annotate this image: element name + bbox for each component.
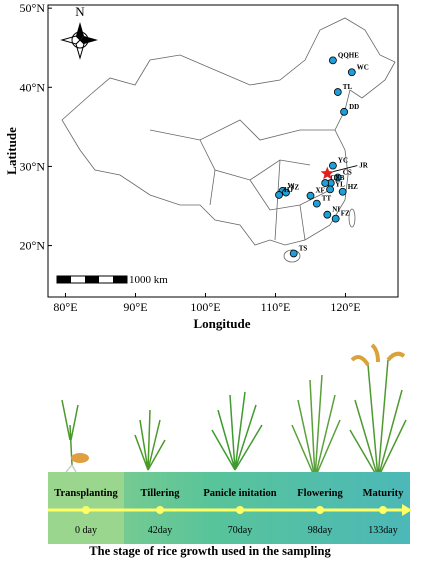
y-tick-label: 40°N: [20, 80, 46, 94]
station: [333, 88, 342, 96]
station: [333, 173, 342, 182]
arrow-head: [402, 504, 412, 516]
stage-name: Maturity: [363, 488, 405, 499]
station: [331, 214, 340, 223]
rice-plants: [61, 343, 407, 479]
scale-label: 1000 km: [129, 274, 168, 286]
x-tick-label: 100°E: [190, 300, 220, 314]
station: [321, 179, 330, 187]
station: [282, 188, 290, 197]
scale-bar: 1000 km: [56, 274, 168, 286]
y-tick-label: 50°N: [20, 1, 46, 15]
stage-name: Tillering: [141, 488, 181, 499]
x-tick-label: 80°E: [53, 300, 77, 314]
stage-name: Flowering: [297, 488, 343, 499]
y-axis-label: Latitude: [4, 127, 19, 175]
station: [347, 68, 356, 77]
station-label: WC: [357, 63, 369, 71]
stage-day: 98day: [308, 525, 332, 536]
star-pointer: [333, 165, 358, 172]
stage-dot: [156, 506, 164, 514]
station-label: SB: [336, 174, 345, 182]
station-label: TL: [343, 83, 353, 91]
station: [323, 210, 332, 219]
station: [326, 185, 335, 194]
station-label: YL: [335, 180, 345, 188]
stage-dot: [82, 506, 90, 514]
station: [275, 191, 283, 199]
stage-day: 70day: [228, 525, 252, 536]
x-tick-label: 120°E: [330, 300, 360, 314]
station-label: CS: [343, 169, 352, 177]
north-label: N: [75, 4, 85, 19]
station-label: HJ: [284, 186, 293, 194]
x-tick-label: 90°E: [123, 300, 147, 314]
station-label: TS: [299, 244, 308, 252]
compass: N: [60, 4, 98, 60]
station-label: NI: [332, 206, 340, 214]
station-label: CZ: [330, 174, 340, 182]
y-tick-label: 20°N: [20, 239, 46, 253]
stage-dot: [316, 506, 324, 514]
station-label: FZ: [341, 210, 350, 218]
station-label: JZ: [291, 184, 300, 192]
station-label: XF: [316, 187, 325, 195]
stage-dot: [379, 506, 387, 514]
x-tick-label: 110°E: [261, 300, 291, 314]
station: [328, 161, 337, 170]
station-label: DD: [349, 103, 359, 111]
study-site-star: [320, 166, 334, 180]
station: [338, 187, 347, 196]
station: [306, 191, 315, 200]
stage-dot: [236, 506, 244, 514]
caption: The stage of rice growth used in the sam…: [89, 544, 331, 558]
stage-name: Transplanting: [54, 488, 118, 499]
map-frame: [47, 4, 399, 298]
stage-day: 0 day: [75, 525, 97, 536]
station-label: HZ: [348, 183, 358, 191]
stage-day: 133day: [368, 525, 397, 536]
station-label: TT: [322, 195, 332, 203]
station-label: YC: [338, 157, 348, 165]
station: [328, 56, 337, 65]
y-tick-label: 30°N: [20, 159, 46, 173]
station: [312, 199, 321, 208]
stage-day: 42day: [148, 525, 172, 536]
station-label: W: [288, 182, 295, 190]
station-label: QQHE: [338, 51, 359, 59]
star-label: JR: [359, 162, 369, 170]
station: [340, 107, 349, 116]
x-axis-label: Longitude: [193, 316, 250, 331]
stage-name: Panicle initation: [203, 488, 276, 499]
station: [289, 249, 298, 258]
